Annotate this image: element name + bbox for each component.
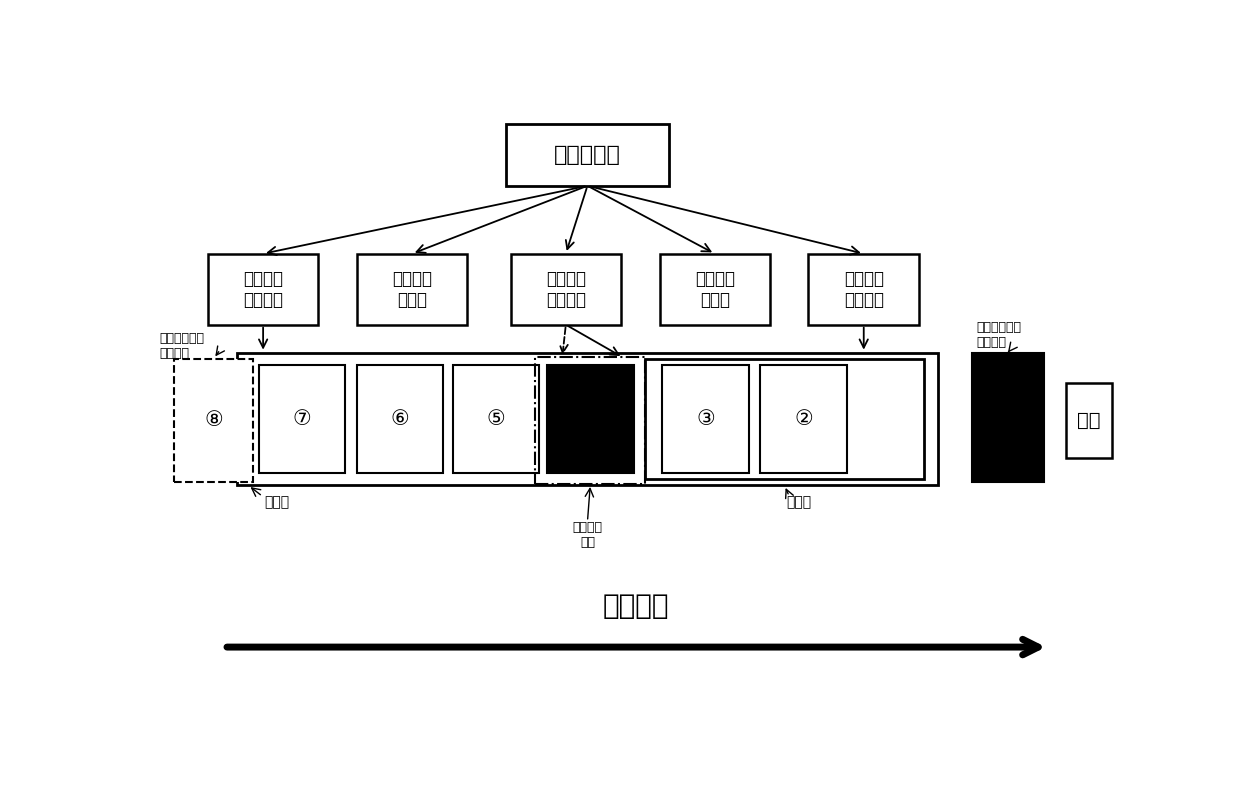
Bar <box>972 353 1044 482</box>
Text: 队列: 队列 <box>1078 411 1101 430</box>
Text: ⑥: ⑥ <box>391 409 409 429</box>
Bar <box>808 253 919 325</box>
Bar <box>760 365 847 473</box>
Text: 标识缴费
车辆: 标识缴费 车辆 <box>573 521 603 549</box>
Text: ②: ② <box>795 409 813 429</box>
Bar <box>259 365 345 473</box>
Bar <box>357 365 444 473</box>
Bar <box>208 253 319 325</box>
Text: ③: ③ <box>697 409 715 429</box>
Text: ⑧: ⑧ <box>205 411 223 431</box>
Text: 第一车辆
检测装置: 第一车辆 检测装置 <box>243 269 283 309</box>
Text: ⑦: ⑦ <box>293 409 311 429</box>
Text: 副亭车道
计算机: 副亭车道 计算机 <box>694 269 735 309</box>
Bar <box>237 353 939 485</box>
Bar <box>174 358 253 482</box>
Text: 第三车辆
检测装置: 第三车辆 检测装置 <box>843 269 884 309</box>
Bar <box>662 365 749 473</box>
Text: 预新增主队列
队尾数据: 预新增主队列 队尾数据 <box>160 332 205 360</box>
Bar <box>357 253 467 325</box>
Text: 主亭车道
计算机: 主亭车道 计算机 <box>392 269 432 309</box>
Text: 队列管理器: 队列管理器 <box>554 145 621 165</box>
Text: 已删除主队列
队头数据: 已删除主队列 队头数据 <box>977 321 1022 349</box>
Text: 第二车辆
检测装置: 第二车辆 检测装置 <box>546 269 585 309</box>
Bar <box>1066 383 1112 457</box>
Bar <box>511 253 621 325</box>
Text: 行车方向: 行车方向 <box>603 592 668 620</box>
Bar <box>534 358 645 484</box>
Text: ⑤: ⑤ <box>487 409 506 429</box>
Bar <box>506 124 670 186</box>
Text: 主队列: 主队列 <box>264 496 290 509</box>
Bar <box>660 253 770 325</box>
Bar <box>453 365 539 473</box>
Bar <box>547 365 634 473</box>
Text: 副队列: 副队列 <box>786 496 811 509</box>
Bar <box>645 358 924 479</box>
